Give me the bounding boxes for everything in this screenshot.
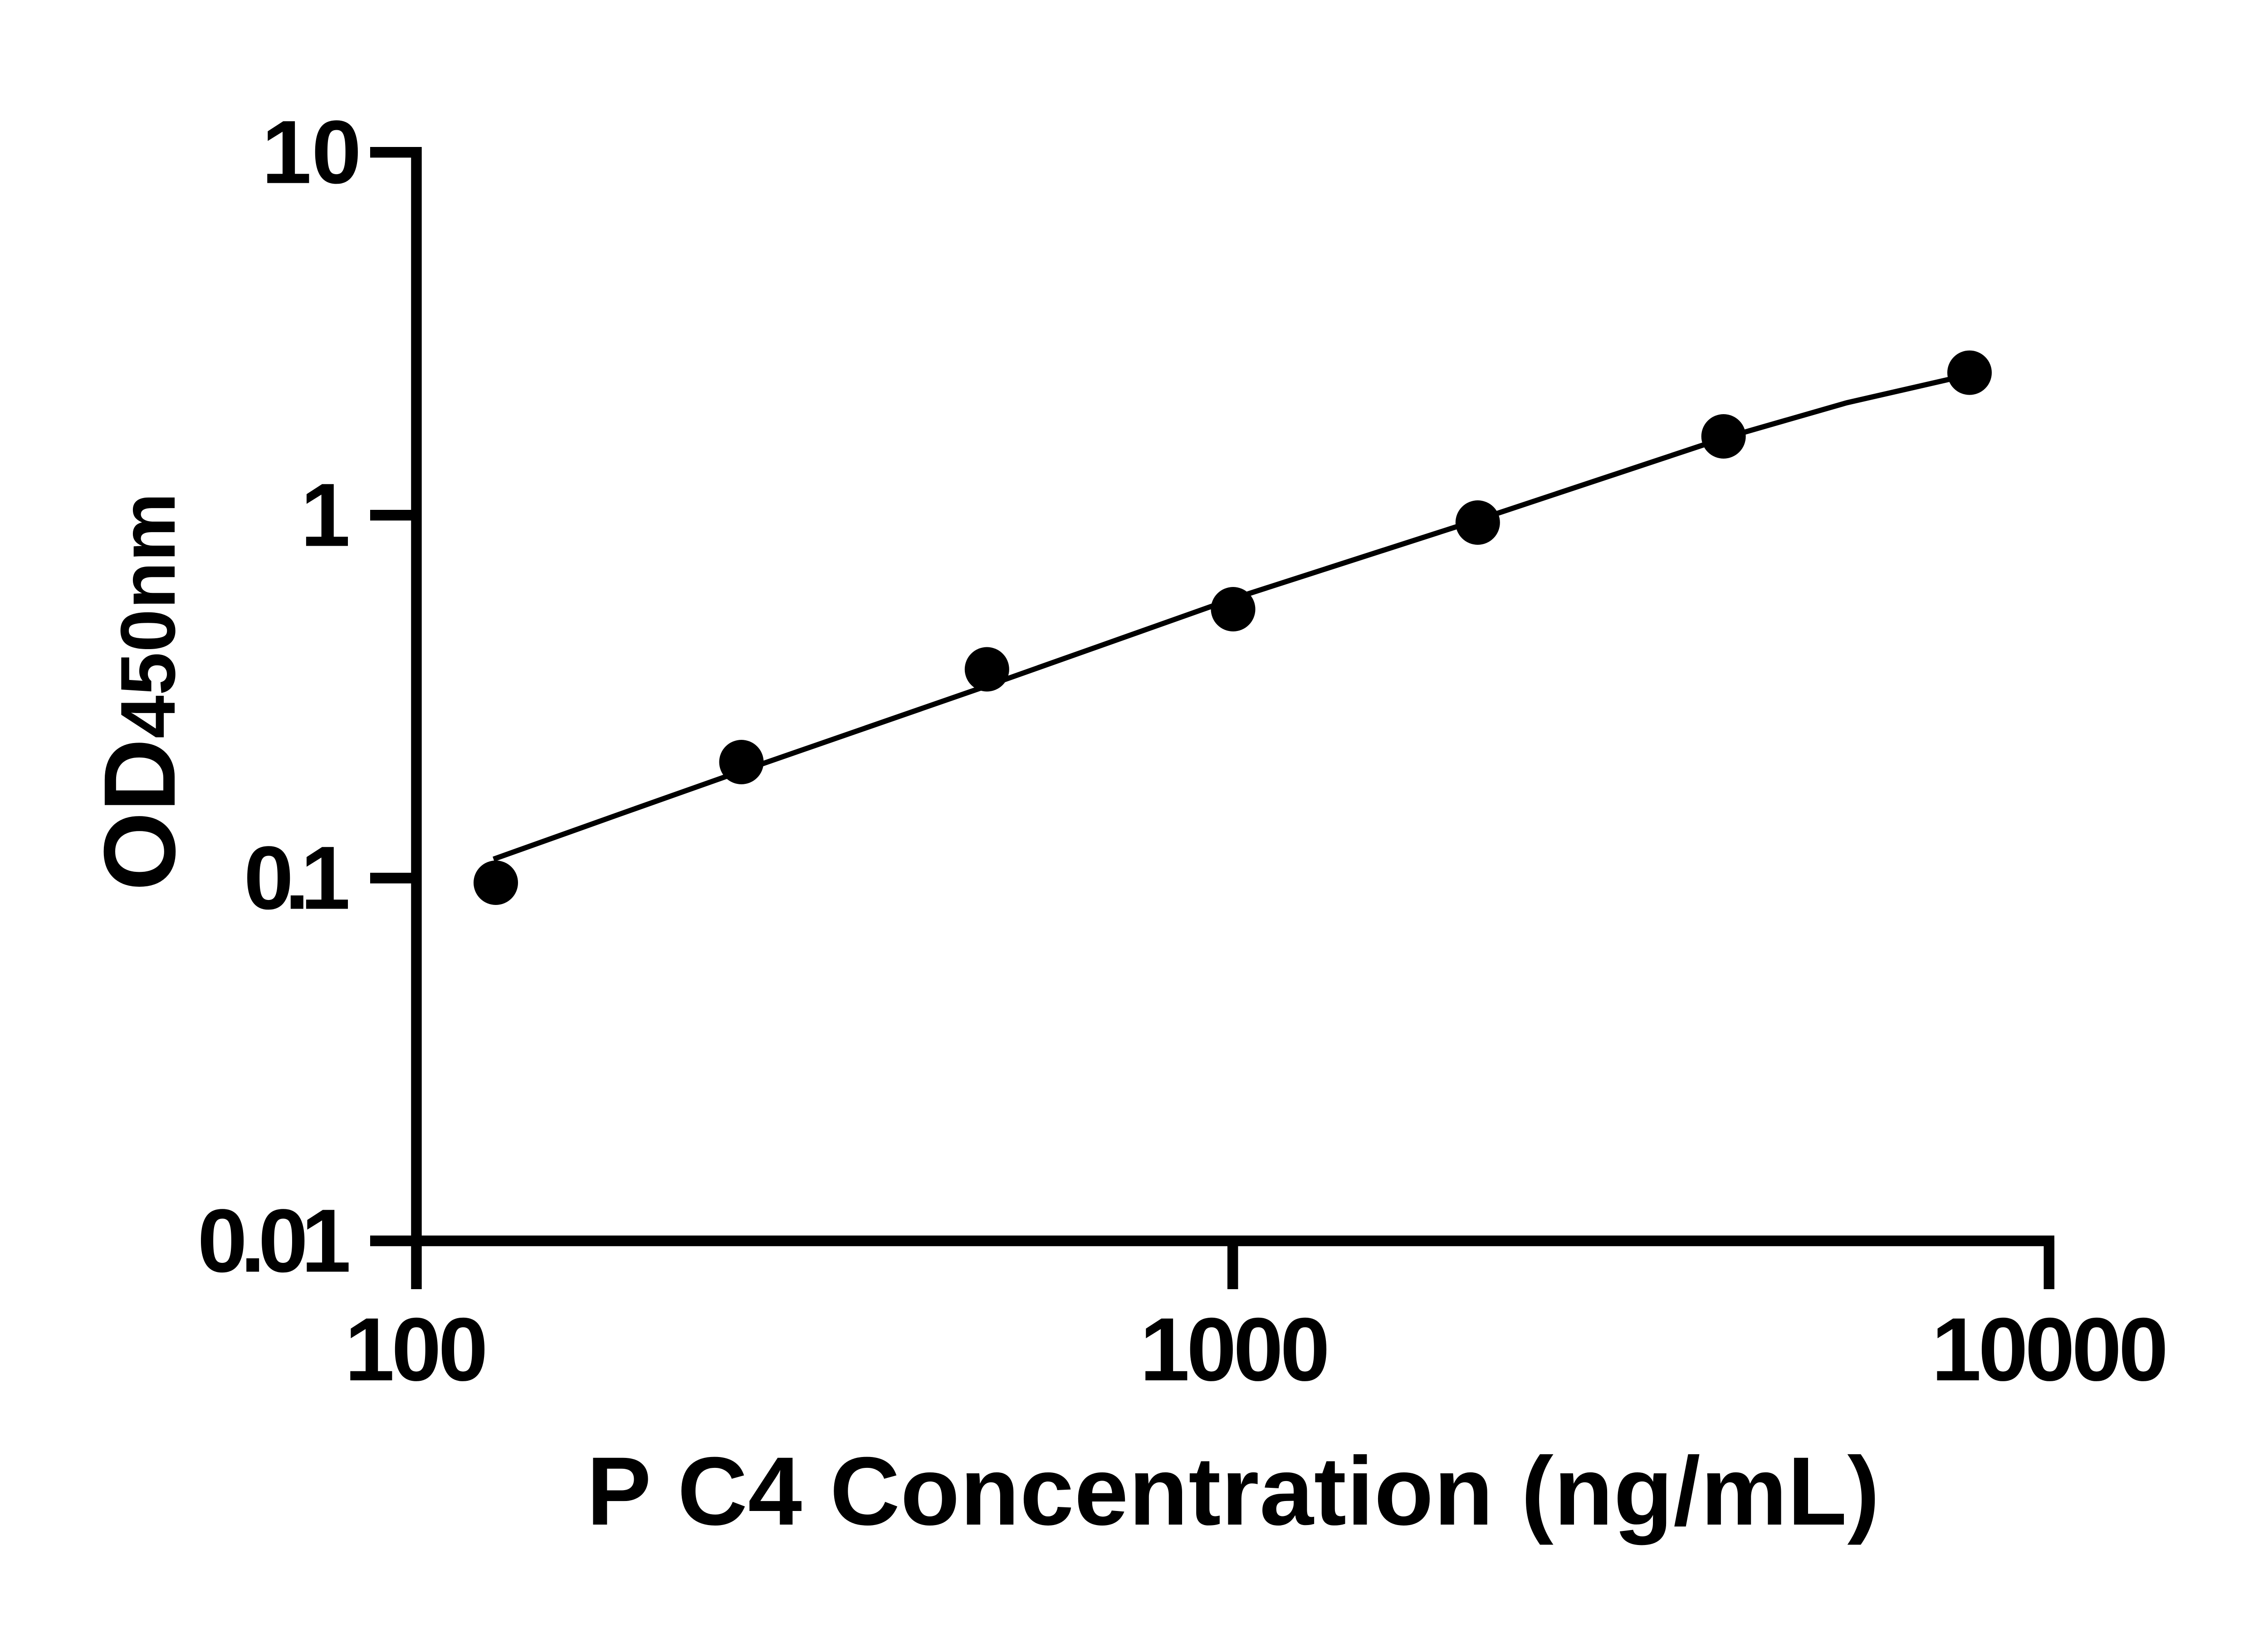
svg-text:10: 10	[262, 102, 362, 202]
svg-text:0.1: 0.1	[244, 828, 348, 928]
svg-text:1000: 1000	[1140, 1299, 1327, 1399]
svg-text:100: 100	[345, 1299, 485, 1399]
svg-text:0.01: 0.01	[197, 1191, 349, 1291]
svg-text:P C4 Concentration (ng/mL): P C4 Concentration (ng/mL)	[587, 1437, 1880, 1545]
svg-text:1: 1	[300, 465, 350, 565]
svg-text:OD450nm: OD450nm	[83, 493, 196, 891]
svg-text:10000: 10000	[1931, 1299, 2165, 1399]
